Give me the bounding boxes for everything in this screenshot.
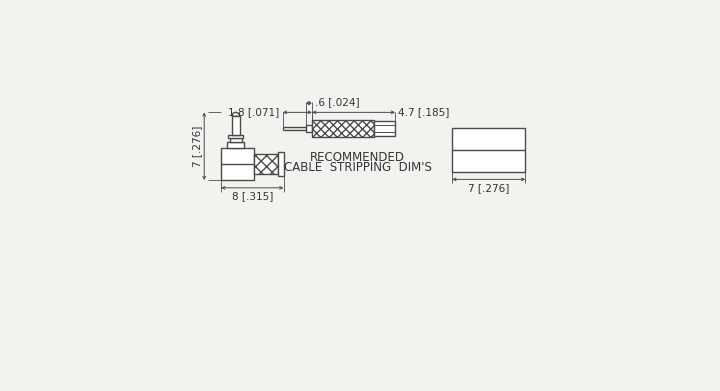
Text: 7 [.276]: 7 [.276] (192, 126, 202, 167)
Bar (306, 125, 312, 133)
Bar (278, 152, 284, 176)
Text: RECOMMENDED: RECOMMENDED (310, 151, 405, 164)
Bar (312, 120, 374, 137)
Text: 7 [.276]: 7 [.276] (468, 183, 510, 193)
Bar (221, 148, 253, 180)
Bar (232, 116, 240, 135)
Text: 1.8 [.071]: 1.8 [.071] (228, 108, 279, 117)
Bar (230, 138, 242, 142)
Bar (253, 154, 278, 174)
Text: CABLE  STRIPPING  DIM'S: CABLE STRIPPING DIM'S (284, 161, 431, 174)
Bar (228, 142, 244, 148)
Text: 8 [.315]: 8 [.315] (232, 191, 273, 201)
Bar (374, 121, 395, 136)
Text: 4.7 [.185]: 4.7 [.185] (398, 108, 449, 117)
Text: .6 [.024]: .6 [.024] (315, 97, 360, 108)
Bar (452, 128, 526, 172)
Bar (228, 135, 243, 138)
